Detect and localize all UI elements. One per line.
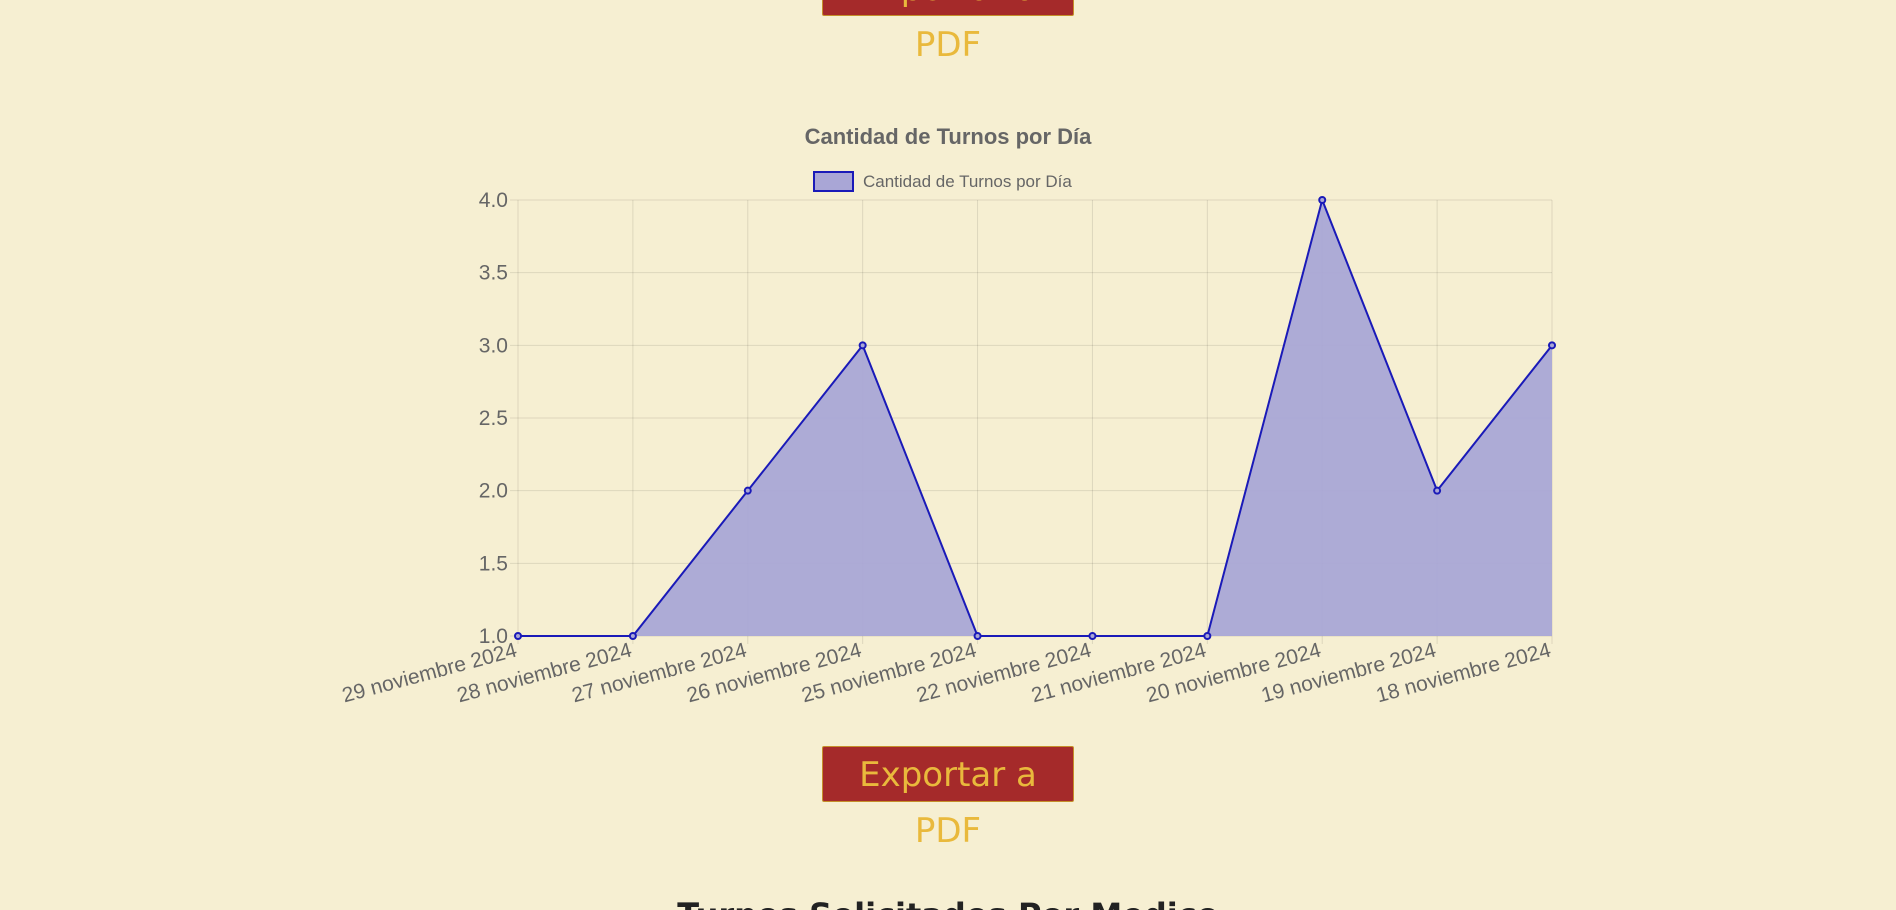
data-point[interactable]: [743, 486, 752, 495]
export-pdf-button-top[interactable]: Exportar a PDF: [822, 0, 1074, 65]
legend[interactable]: Cantidad de Turnos por Día: [813, 171, 1072, 192]
data-point[interactable]: [1318, 196, 1327, 204]
chart-title: Cantidad de Turnos por Día: [805, 124, 1093, 149]
data-point[interactable]: [1433, 486, 1442, 495]
y-tick-label: 3.5: [479, 262, 508, 285]
data-point[interactable]: [1088, 632, 1097, 640]
y-tick-label: 1.0: [479, 625, 508, 648]
y-tick-label: 4.0: [479, 189, 508, 212]
legend-swatch: [813, 171, 854, 192]
y-tick-label: 1.5: [479, 552, 508, 575]
y-tick-label: 2.0: [479, 480, 508, 503]
legend-label: Cantidad de Turnos por Día: [863, 172, 1072, 191]
data-point[interactable]: [973, 632, 982, 640]
data-point[interactable]: [858, 341, 867, 350]
y-axis: 1.0 1.5 2.0 2.5 3.0 3.5 4.0: [479, 189, 508, 648]
data-point[interactable]: [628, 632, 637, 640]
data-point[interactable]: [514, 632, 522, 640]
data-point[interactable]: [1548, 341, 1556, 350]
data-point[interactable]: [1203, 632, 1212, 640]
export-pdf-button[interactable]: Exportar a PDF: [822, 746, 1074, 851]
y-tick-label: 2.5: [479, 407, 508, 430]
y-tick-label: 3.0: [479, 334, 508, 357]
section-heading: Turnos Solicitados Por Medico: [0, 896, 1896, 910]
series-line: [518, 196, 1553, 637]
series-area: [514, 196, 1556, 640]
